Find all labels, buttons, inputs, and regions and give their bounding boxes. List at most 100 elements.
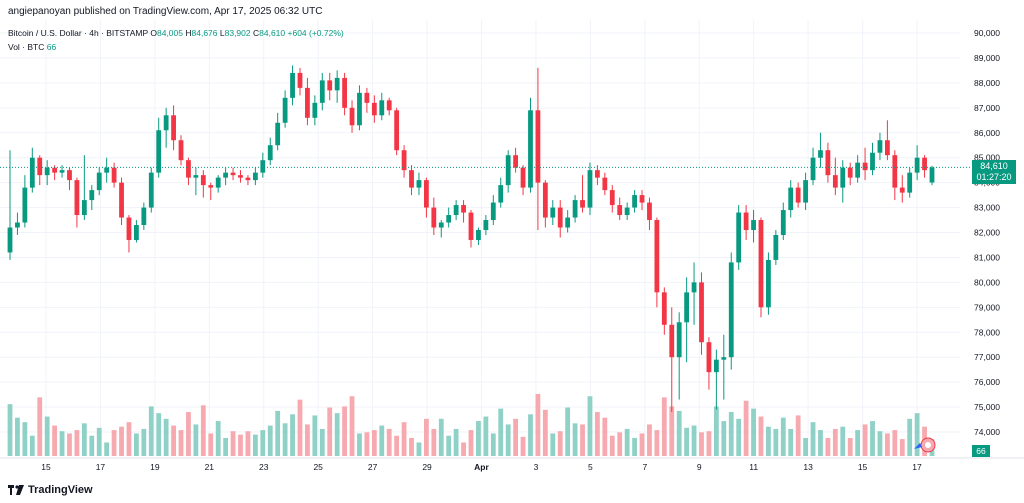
candle-body bbox=[416, 180, 422, 188]
y-axis-label: 80,000 bbox=[974, 277, 1000, 287]
volume-bar bbox=[423, 418, 429, 456]
volume-bar bbox=[721, 421, 727, 456]
volume-bar bbox=[37, 397, 43, 456]
candle-body bbox=[595, 170, 600, 178]
volume-bar bbox=[312, 415, 318, 456]
volume-bar bbox=[134, 433, 139, 456]
volume-bar bbox=[431, 428, 437, 456]
volume-bar bbox=[319, 428, 325, 456]
candle-body bbox=[156, 130, 162, 173]
candle-body bbox=[171, 115, 176, 141]
last-price-badge: 84,610 01:27:20 bbox=[972, 160, 1016, 185]
close-label: C bbox=[252, 28, 260, 38]
candle-body bbox=[394, 110, 400, 151]
candle-body bbox=[290, 72, 295, 98]
x-axis-label: 17 bbox=[912, 462, 922, 472]
y-axis-label: 75,000 bbox=[974, 402, 1000, 412]
volume-bar bbox=[238, 434, 243, 456]
candle-body bbox=[238, 175, 243, 178]
candle-body bbox=[349, 107, 355, 126]
y-axis-label: 87,000 bbox=[974, 103, 1000, 113]
candle-body bbox=[743, 212, 749, 231]
volume-bar bbox=[282, 423, 288, 456]
open-value: 84,005 bbox=[156, 28, 183, 38]
volume-bar bbox=[44, 416, 50, 456]
volume-bar bbox=[7, 404, 13, 456]
volume-bar bbox=[788, 428, 794, 456]
volume-bar bbox=[795, 415, 801, 456]
volume-bar bbox=[401, 422, 407, 456]
candle-body bbox=[386, 100, 392, 111]
volume-bar bbox=[580, 424, 585, 456]
candle-body bbox=[312, 102, 318, 118]
candle-body bbox=[922, 157, 927, 171]
candle-body bbox=[446, 215, 452, 223]
volume-bar bbox=[141, 428, 147, 456]
volume-bar bbox=[855, 430, 861, 456]
volume-bar bbox=[290, 414, 295, 456]
candle-body bbox=[260, 160, 266, 173]
volume-bar bbox=[104, 442, 110, 456]
x-axis-label: 15 bbox=[41, 462, 51, 472]
candle-body bbox=[104, 167, 110, 173]
candle-body bbox=[907, 172, 913, 193]
volume-bar bbox=[907, 418, 913, 456]
x-axis-label: 17 bbox=[96, 462, 106, 472]
candle-body bbox=[29, 157, 35, 188]
tradingview-logo-icon bbox=[8, 485, 24, 495]
candle-body bbox=[74, 180, 80, 216]
y-axis-label: 90,000 bbox=[974, 28, 1000, 38]
volume-bar bbox=[305, 424, 310, 456]
volume-bar bbox=[609, 435, 615, 456]
volume-bar bbox=[327, 407, 333, 456]
volume-bar bbox=[706, 431, 712, 456]
candle-body bbox=[877, 140, 883, 153]
footer-branding[interactable]: TradingView bbox=[8, 484, 93, 496]
volume-bar bbox=[520, 436, 526, 456]
candle-body bbox=[409, 170, 414, 188]
volume-bar bbox=[870, 421, 875, 456]
symbol-label[interactable]: Bitcoin / U.S. Dollar · 4h · BITSTAMP bbox=[8, 28, 148, 38]
y-axis-label: 81,000 bbox=[974, 252, 1000, 262]
volume-bar bbox=[193, 424, 199, 456]
candle-body bbox=[847, 167, 853, 178]
candle-body bbox=[505, 155, 511, 186]
x-axis-label: 23 bbox=[259, 462, 269, 472]
candle-body bbox=[431, 207, 437, 228]
y-axis-label: 83,000 bbox=[974, 203, 1000, 213]
last-price-value: 84,610 bbox=[980, 161, 1008, 172]
volume-bar bbox=[483, 416, 489, 456]
volume-bar bbox=[275, 410, 281, 456]
volume-bar bbox=[892, 430, 898, 456]
candle-body bbox=[624, 207, 630, 216]
volume-bar bbox=[230, 431, 236, 456]
candle-body bbox=[223, 172, 229, 178]
volume-bar bbox=[505, 424, 511, 456]
candle-body bbox=[572, 200, 578, 218]
candle-body bbox=[557, 207, 563, 228]
candle-body bbox=[647, 202, 652, 221]
volume-bar bbox=[215, 421, 221, 456]
volume-bar bbox=[74, 430, 80, 456]
candle-body bbox=[780, 210, 786, 235]
y-axis-label: 89,000 bbox=[974, 53, 1000, 63]
volume-bar bbox=[357, 433, 362, 456]
x-axis-label: 21 bbox=[205, 462, 215, 472]
volume-bar bbox=[490, 433, 496, 456]
volume-bar bbox=[528, 414, 533, 456]
volume-bar bbox=[647, 424, 652, 456]
candle-body bbox=[550, 207, 556, 218]
volume-bar bbox=[349, 396, 355, 456]
volume-bar bbox=[691, 425, 697, 456]
candle-body bbox=[609, 190, 615, 206]
volume-label[interactable]: Vol · BTC bbox=[8, 42, 45, 52]
candle-body bbox=[193, 175, 199, 178]
volume-bar bbox=[438, 418, 444, 456]
candle-body bbox=[468, 212, 474, 240]
candle-body bbox=[721, 357, 727, 360]
compare-symbols-icon[interactable] bbox=[912, 437, 936, 453]
candle-body bbox=[565, 217, 571, 228]
volume-bar bbox=[542, 409, 548, 456]
volume-bar bbox=[453, 428, 459, 456]
